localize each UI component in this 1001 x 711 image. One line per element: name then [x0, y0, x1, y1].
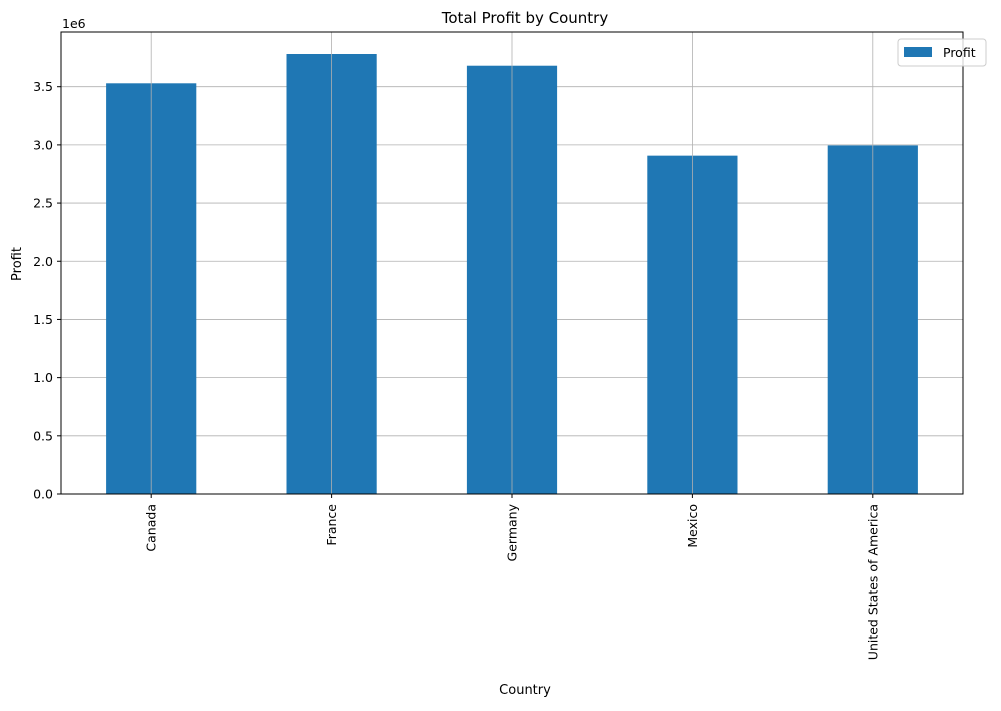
chart-title: Total Profit by Country: [441, 9, 609, 27]
x-tick-label: France: [324, 504, 339, 546]
vertical-grid-layer: [150, 32, 874, 494]
legend: Profit: [897, 38, 987, 67]
x-tick-label: United States of America: [865, 504, 880, 660]
x-tick-label: Mexico: [685, 504, 700, 548]
x-axis-label: Country: [499, 683, 551, 698]
legend-entry-profit: Profit: [943, 45, 976, 60]
y-tick-label: 3.0: [33, 137, 53, 152]
x-tick-label: Canada: [144, 504, 159, 552]
legend-frame: [897, 38, 987, 67]
y-tick-label: 0.5: [33, 428, 53, 443]
y-tick-label: 2.0: [33, 254, 53, 269]
y-tick-label: 3.5: [33, 79, 53, 94]
y-axis-label: Profit: [10, 247, 25, 281]
y-tick-label: 0.0: [33, 487, 53, 502]
y-tick-label: 1.0: [33, 370, 53, 385]
y-tick-label: 1.5: [33, 312, 53, 327]
y-axis-offset-label: 1e6: [62, 16, 86, 31]
y-tick-label: 2.5: [33, 196, 53, 211]
x-tick-label: Germany: [505, 503, 520, 561]
ticks-layer: 0.0 0.5 1.0 1.5 2.0 2.5 3.0 3.5 Canada France Germ…: [33, 79, 880, 660]
legend-swatch: [904, 47, 932, 57]
